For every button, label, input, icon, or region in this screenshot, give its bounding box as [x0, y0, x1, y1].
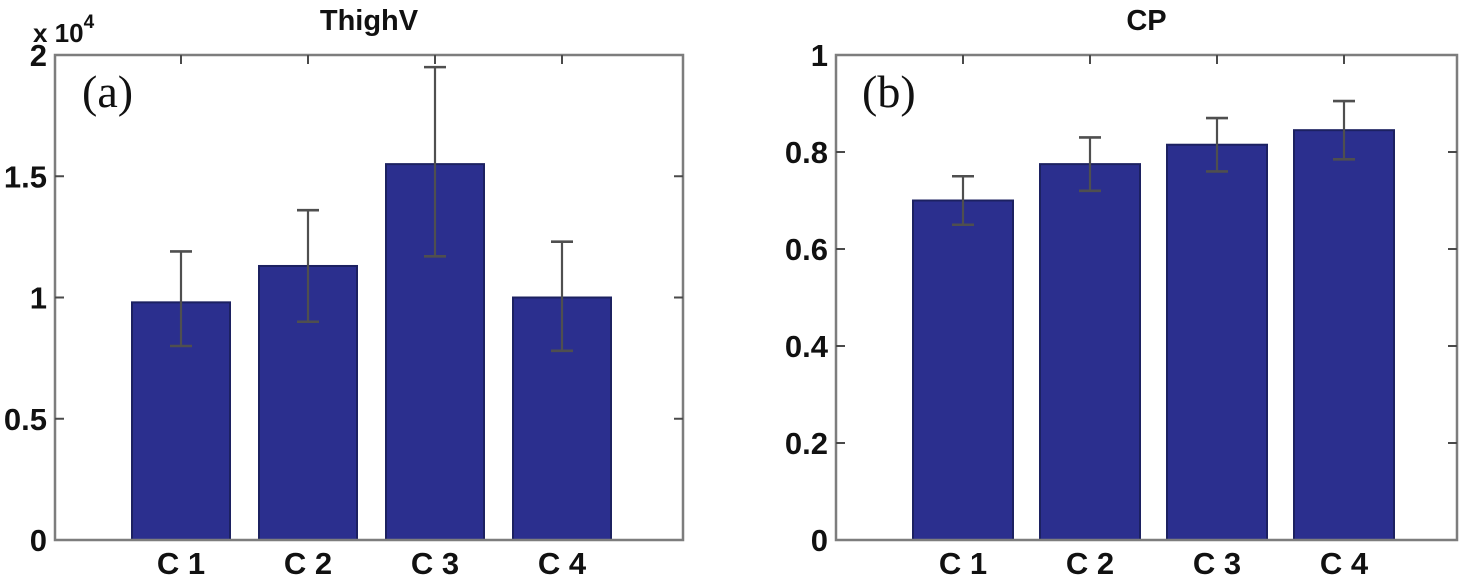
x-category-label: C 2	[284, 546, 332, 580]
error-bar-c4	[551, 240, 573, 353]
chart-panel-cp: 0 0.2 0.4 0.6 0.8 1 C 1 C 2 C 3 C 4 CP (b)	[785, 5, 1459, 580]
error-bar-c1	[170, 250, 192, 348]
x-category-label: C 1	[939, 546, 987, 580]
y-tick-label: 2	[30, 38, 47, 73]
chart-title: CP	[1126, 5, 1166, 37]
error-bar-c3	[424, 65, 446, 258]
error-bar-c2	[1079, 136, 1101, 193]
y-tick-label: 0.5	[4, 402, 47, 437]
y-tick-label: 0	[811, 523, 828, 558]
y-tick-label: 1	[811, 38, 828, 73]
x-category-label: C 1	[157, 546, 205, 580]
y-tick-label: 0.2	[785, 426, 828, 461]
error-bar-c4	[1333, 99, 1355, 161]
panel-label: (a)	[82, 66, 133, 117]
bar-c2	[1039, 163, 1141, 541]
y-tick-label: 1.5	[4, 159, 47, 194]
x-category-label: C 3	[1193, 546, 1241, 580]
chart-panel-thighv: 0 0.5 1 1.5 2 C 1 C 2 C 3 C 4 ThighV (a) x 104	[4, 5, 685, 580]
bar-c1	[912, 199, 1014, 541]
chart-title: ThighV	[320, 5, 419, 37]
panel-label: (b)	[862, 66, 916, 117]
x-category-label: C 4	[1320, 546, 1369, 580]
y-axis-exponent-label: x 104	[33, 12, 95, 48]
y-tick-label: 1	[30, 281, 47, 316]
error-bar-c1	[952, 174, 974, 227]
bar-c4	[1293, 129, 1395, 542]
y-tick-label: 0	[30, 523, 47, 558]
x-category-label: C 4	[538, 546, 587, 580]
x-category-label: C 2	[1066, 546, 1114, 580]
y-tick-label: 0.8	[785, 135, 828, 170]
exponent-power: 4	[84, 12, 95, 33]
exponent-base: x 10	[33, 18, 84, 48]
axes-box	[834, 53, 1459, 542]
y-tick-label: 0.4	[785, 329, 829, 364]
error-bar-c3	[1206, 116, 1228, 173]
x-category-label: C 3	[411, 546, 459, 580]
y-tick-label: 0.6	[785, 232, 828, 267]
bar-c3	[1166, 143, 1268, 541]
error-bar-c2	[297, 208, 319, 324]
